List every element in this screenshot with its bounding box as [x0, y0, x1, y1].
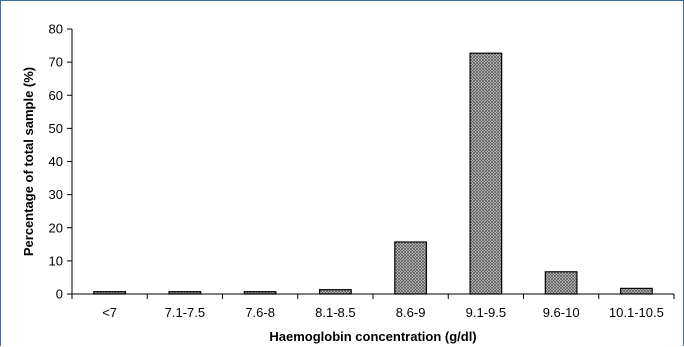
y-tick-label: 50	[49, 121, 63, 136]
bar	[544, 271, 578, 295]
y-tick-label: 20	[49, 220, 63, 235]
x-tick-label: 9.1-9.5	[466, 305, 506, 320]
y-tick-label: 60	[49, 88, 63, 103]
bar	[394, 241, 428, 295]
x-tick-label: 8.6-9	[396, 305, 426, 320]
x-axis-label: Haemoglobin concentration (g/dl)	[269, 329, 476, 344]
x-tick-label: 9.6-10	[543, 305, 580, 320]
y-tick-label: 80	[49, 22, 63, 37]
x-tick-label: 7.6-8	[245, 305, 275, 320]
bar	[619, 287, 653, 295]
x-axis-ticks: <7 7.1-7.5 7.6-8 8.1-8.5 8.6-9 9.1-9.5 9.6-10 1…	[71, 294, 675, 320]
y-tick-label: 0	[56, 287, 63, 302]
y-tick-label: 70	[49, 55, 63, 70]
y-tick-label: 10	[49, 253, 63, 268]
y-tick-label: 30	[49, 187, 63, 202]
x-tick-label: 10.1-10.5	[609, 305, 664, 320]
y-axis-ticks: 0 10 20 30 40 50 60 70 80	[49, 22, 72, 302]
bar	[469, 52, 503, 295]
x-tick-label: 8.1-8.5	[315, 305, 355, 320]
bar	[318, 289, 352, 295]
y-axis-label: Percentage of total sample (%)	[21, 67, 36, 256]
x-tick-label: <7	[102, 305, 117, 320]
bars	[93, 52, 653, 295]
x-tick-label: 7.1-7.5	[165, 305, 205, 320]
y-tick-label: 40	[49, 154, 63, 169]
